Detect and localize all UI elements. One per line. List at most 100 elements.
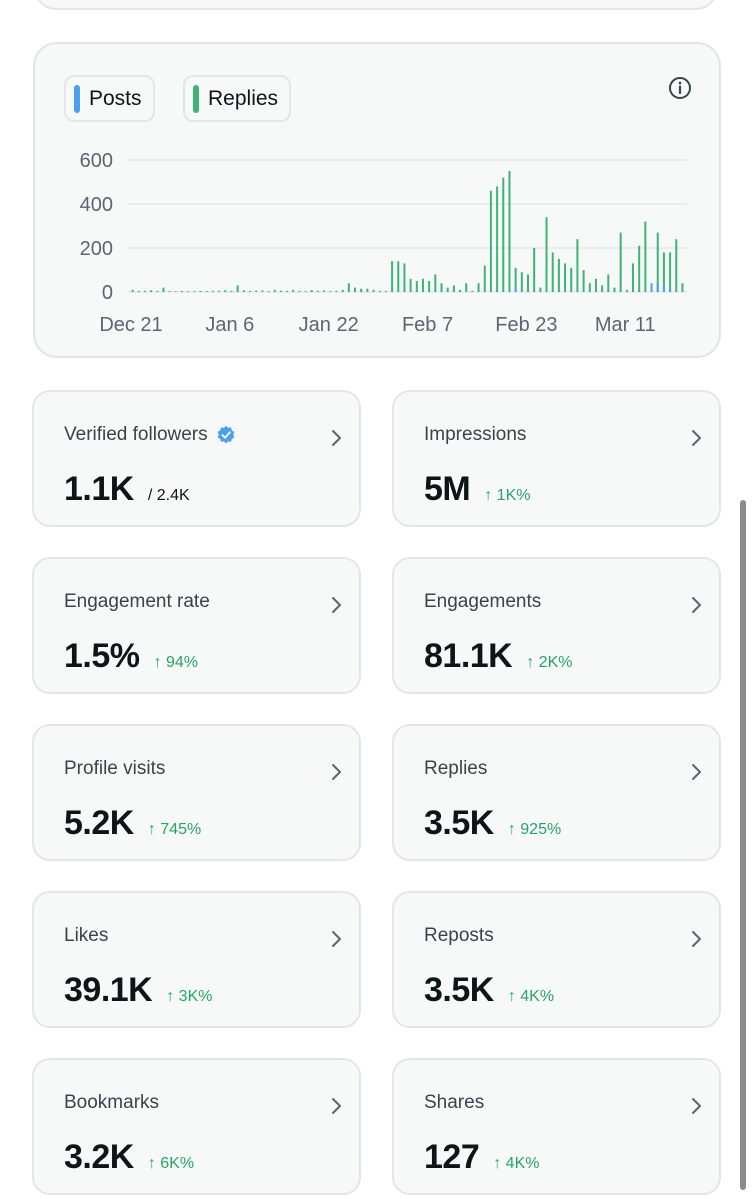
x-tick-label: Jan 22 bbox=[299, 314, 359, 336]
posts-bar bbox=[656, 283, 659, 292]
posts-bar bbox=[669, 287, 672, 292]
replies-bar bbox=[360, 288, 363, 292]
replies-bar bbox=[514, 267, 517, 292]
tile-change: ↑ 925% bbox=[507, 821, 562, 838]
chevron-right-icon bbox=[332, 430, 341, 446]
replies-bar bbox=[205, 291, 208, 292]
replies-bar bbox=[434, 274, 437, 292]
tile-replies[interactable]: Replies 3.5K ↑ 925% bbox=[392, 724, 721, 861]
replies-bar bbox=[570, 267, 573, 292]
replies-bar bbox=[613, 287, 616, 292]
posts-bar bbox=[662, 285, 665, 292]
replies-bar bbox=[242, 290, 245, 292]
x-tick-label: Feb 23 bbox=[495, 314, 557, 336]
tile-impressions[interactable]: Impressions 5M ↑ 1K% bbox=[392, 390, 721, 527]
replies-bar bbox=[545, 217, 548, 292]
replies-bar bbox=[588, 283, 591, 292]
legend-posts[interactable]: Posts bbox=[64, 75, 155, 122]
replies-bar bbox=[162, 287, 165, 292]
replies-bar bbox=[199, 290, 202, 292]
tile-label: Likes bbox=[64, 925, 109, 946]
legend-replies[interactable]: Replies bbox=[183, 75, 292, 122]
tile-engagement-rate[interactable]: Engagement rate 1.5% ↑ 94% bbox=[32, 557, 361, 694]
tile-value: 3.5K bbox=[424, 971, 494, 1009]
replies-bar bbox=[644, 221, 647, 292]
replies-bar bbox=[539, 287, 542, 292]
replies-bar bbox=[576, 239, 579, 292]
tile-value: 3.2K bbox=[64, 1138, 134, 1176]
bar-chart: 600 400 200 0 Dec 21 Jan 6 Jan 22 Feb 7 Feb 23 Ma… bbox=[80, 150, 687, 336]
replies-bar bbox=[292, 289, 295, 292]
chevron-right-icon bbox=[332, 931, 341, 947]
tile-value: 3.5K bbox=[424, 804, 494, 842]
posts-swatch bbox=[74, 84, 80, 113]
replies-bar bbox=[354, 287, 357, 292]
replies-bar bbox=[483, 265, 486, 292]
tile-value: 1.5% bbox=[64, 637, 140, 675]
replies-bar bbox=[335, 290, 338, 292]
replies-bar bbox=[471, 290, 474, 292]
replies-bar bbox=[137, 290, 140, 292]
replies-bar bbox=[168, 290, 171, 292]
tile-shares[interactable]: Shares 127 ↑ 4K% bbox=[392, 1058, 721, 1195]
tile-change: ↑ 3K% bbox=[166, 988, 213, 1005]
replies-bar bbox=[279, 290, 282, 292]
tile-engagements[interactable]: Engagements 81.1K ↑ 2K% bbox=[392, 557, 721, 694]
chevron-right-icon bbox=[692, 597, 701, 613]
replies-bar bbox=[310, 290, 313, 292]
y-tick-label: 600 bbox=[80, 150, 113, 172]
replies-bar bbox=[267, 291, 270, 292]
replies-bar bbox=[347, 283, 350, 292]
replies-bar bbox=[508, 171, 511, 292]
chevron-right-icon bbox=[332, 764, 341, 780]
tile-change: ↑ 6K% bbox=[147, 1155, 195, 1172]
replies-bar bbox=[632, 263, 635, 292]
replies-bar bbox=[446, 287, 449, 292]
replies-bar bbox=[489, 190, 492, 292]
tile-profile-visits[interactable]: Profile visits 5.2K ↑ 745% bbox=[32, 724, 361, 861]
replies-bar bbox=[255, 290, 258, 292]
tile-change: ↑ 1K% bbox=[484, 487, 531, 504]
replies-bar bbox=[181, 290, 184, 292]
scrollbar[interactable] bbox=[740, 500, 746, 1190]
replies-bar bbox=[273, 289, 276, 292]
tile-value: 81.1K bbox=[424, 637, 513, 675]
replies-bar bbox=[551, 252, 554, 292]
tile-label: Profile visits bbox=[64, 758, 166, 779]
replies-bar bbox=[384, 290, 387, 292]
replies-bar bbox=[533, 248, 536, 292]
replies-bar bbox=[440, 283, 443, 292]
tile-verified-followers[interactable]: Verified followers 1.1K / 2.4K bbox=[32, 390, 361, 527]
replies-swatch bbox=[193, 84, 199, 113]
replies-bar bbox=[193, 291, 196, 292]
replies-bar bbox=[316, 290, 319, 292]
tile-likes[interactable]: Likes 39.1K ↑ 3K% bbox=[32, 891, 361, 1028]
tile-reposts[interactable]: Reposts 3.5K ↑ 4K% bbox=[392, 891, 721, 1028]
replies-bar bbox=[409, 278, 412, 292]
replies-bar bbox=[261, 290, 264, 292]
info-icon[interactable] bbox=[667, 75, 693, 101]
tile-value: 5.2K bbox=[64, 804, 134, 842]
replies-bar bbox=[421, 278, 424, 292]
tile-label: Engagement rate bbox=[64, 591, 210, 612]
legend-replies-label: Replies bbox=[208, 86, 279, 110]
replies-bar bbox=[224, 290, 227, 292]
replies-bar bbox=[477, 283, 480, 292]
tile-label: Reposts bbox=[424, 925, 494, 946]
y-tick-label: 200 bbox=[80, 238, 113, 260]
replies-bar bbox=[286, 290, 289, 292]
replies-bar bbox=[415, 281, 418, 292]
replies-bar bbox=[607, 274, 610, 292]
tile-bookmarks[interactable]: Bookmarks 3.2K ↑ 6K% bbox=[32, 1058, 361, 1195]
x-tick-label: Mar 11 bbox=[595, 314, 656, 336]
chevron-right-icon bbox=[692, 430, 701, 446]
replies-bar bbox=[625, 289, 628, 292]
x-tick-label: Dec 21 bbox=[99, 314, 162, 336]
replies-bar bbox=[174, 291, 177, 292]
replies-bar bbox=[230, 290, 233, 292]
replies-bar bbox=[526, 274, 529, 292]
replies-bar bbox=[656, 232, 659, 292]
replies-bar bbox=[638, 245, 641, 292]
y-tick-label: 0 bbox=[102, 282, 113, 304]
replies-bar bbox=[619, 232, 622, 292]
